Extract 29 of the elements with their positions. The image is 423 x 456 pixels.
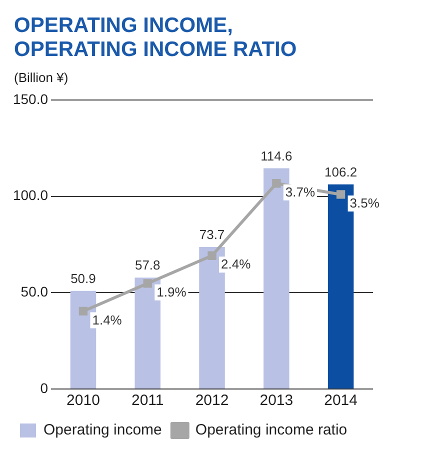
x-tick-label: 2011 <box>131 392 164 410</box>
data-label: 3.5% <box>350 196 380 211</box>
point <box>78 306 88 316</box>
data-label: 50.9 <box>70 271 96 286</box>
text: OPERATING INCOME, <box>14 14 233 37</box>
legend-label: Operating income ratio <box>195 422 348 439</box>
data-label: 3.7% <box>285 184 316 200</box>
text: OPERATING INCOME RATIO <box>14 38 297 61</box>
x-tick-label: 2012 <box>195 392 229 410</box>
point <box>143 279 152 288</box>
data-label: 2.4% <box>221 256 252 272</box>
point <box>208 251 216 260</box>
data-label: 106.2 <box>324 164 358 180</box>
point <box>336 190 346 199</box>
y-tick-label: 50.0 <box>20 284 48 300</box>
legend-label: Operating income <box>44 422 162 439</box>
data-label: 57.8 <box>134 258 160 273</box>
data-label: 73.7 <box>199 227 225 242</box>
y-axis-title: (Billion ¥) <box>14 70 68 85</box>
data-label: 1.4% <box>92 312 122 328</box>
x-tick-label: 2014 <box>324 392 358 410</box>
x-tick-label: 2010 <box>66 392 100 410</box>
point <box>272 179 281 188</box>
y-tick-label: 100.0 <box>12 187 48 204</box>
y-tick-label: 0 <box>40 380 48 396</box>
data-label: 1.9% <box>156 284 187 300</box>
x-tick-label: 2013 <box>260 392 294 410</box>
data-label: 114.6 <box>260 148 292 164</box>
y-tick-label: 150.0 <box>12 90 48 107</box>
